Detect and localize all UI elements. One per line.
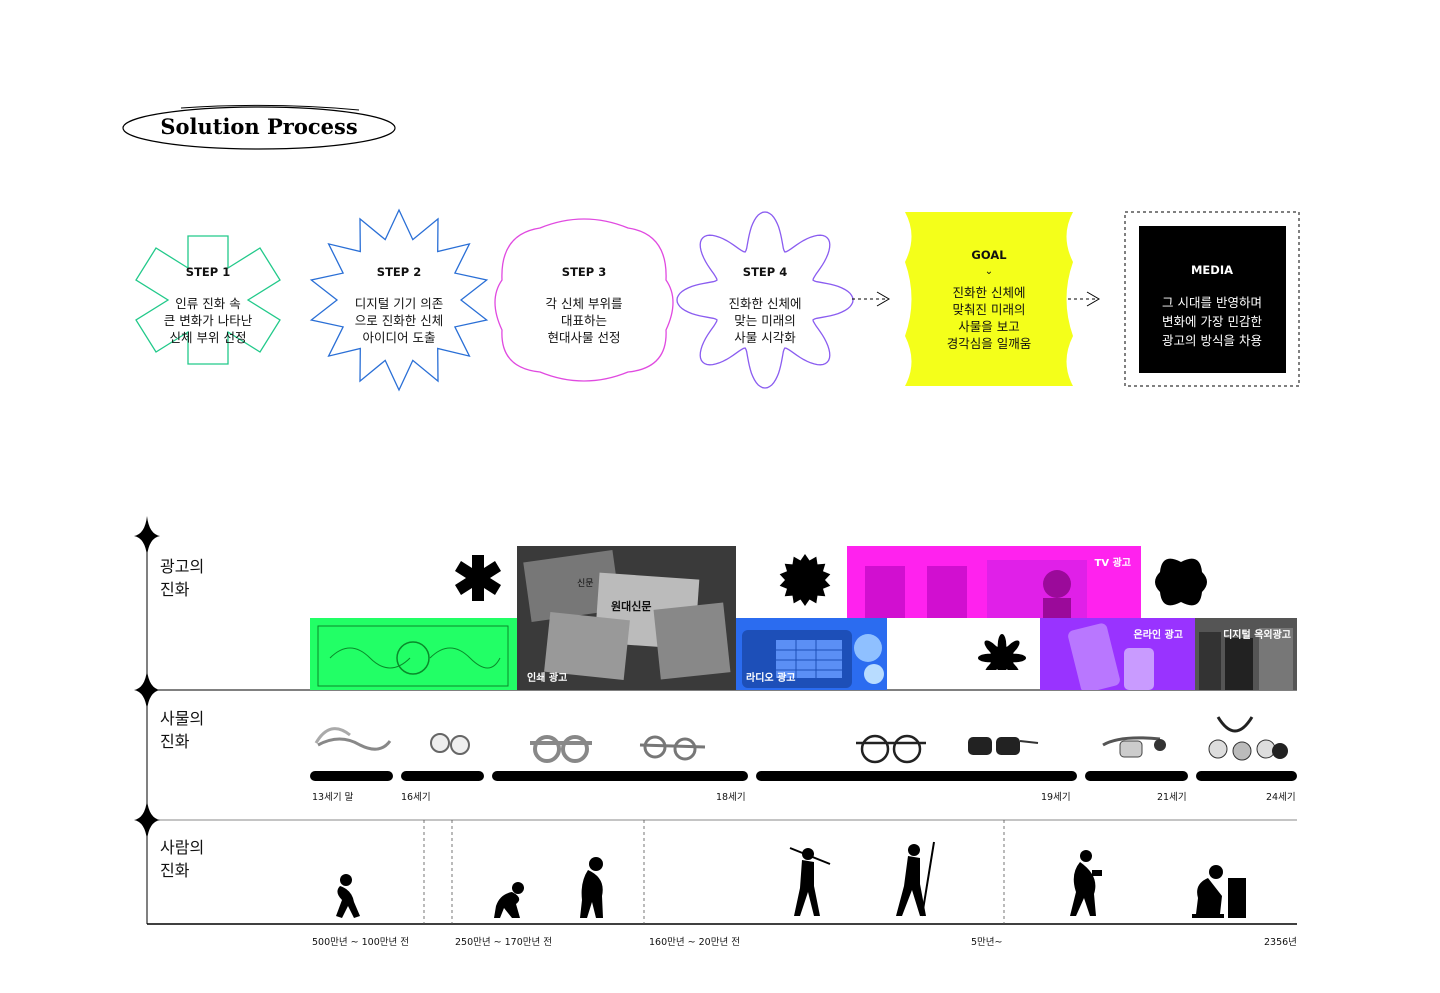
human-silhouettes bbox=[336, 841, 1246, 918]
step-4: STEP 4 진화한 신체에 맞는 미래의 사물 시각화 bbox=[675, 264, 855, 346]
goal-shape bbox=[905, 212, 1073, 386]
headset-icon bbox=[1208, 716, 1288, 761]
row-label-object: 사물의 진화 bbox=[160, 709, 205, 751]
glasses-icon bbox=[314, 727, 392, 751]
step-4-desc: 진화한 신체에 맞는 미래의 사물 시각화 bbox=[728, 296, 802, 345]
step-2-label: STEP 2 bbox=[376, 265, 422, 279]
object-images bbox=[314, 716, 1288, 764]
headline-1: 원대신문 bbox=[611, 599, 651, 613]
title-ellipse bbox=[122, 104, 396, 150]
glasses-icon bbox=[530, 735, 592, 763]
headline-2: 신문 bbox=[577, 578, 594, 589]
object-tick: 16세기 bbox=[401, 792, 431, 803]
step-2: STEP 2 디지털 기기 의존 으로 진화한 신체 아이디어 도출 bbox=[309, 264, 489, 346]
ad-panel-print: 원대신문 신문 인쇄 광고 bbox=[517, 546, 736, 690]
ad-panel-digital-outdoor: 디지털 옥외광고 bbox=[1195, 618, 1297, 690]
title-text: Solution Process bbox=[160, 114, 358, 139]
street-image bbox=[1199, 628, 1293, 690]
radio-image bbox=[742, 630, 884, 688]
object-tick: 24세기 bbox=[1266, 792, 1296, 803]
timeline-bar bbox=[1196, 771, 1297, 781]
step1-shape bbox=[135, 235, 281, 365]
goal-desc: 진화한 신체에 맞춰진 미래의 사물을 보고 경각심을 일깨움 bbox=[946, 285, 1032, 351]
ad-panel-tv: TV 광고 bbox=[847, 546, 1141, 618]
newspaper-image: 원대신문 신문 bbox=[523, 550, 731, 681]
human-tick: 250만년 ~ 170만년 전 bbox=[455, 937, 552, 948]
sunglasses-icon bbox=[968, 737, 1039, 755]
print-ad-label: 인쇄 광고 bbox=[527, 673, 568, 684]
star-burst-icon bbox=[779, 554, 831, 606]
goal: GOAL ⌄ 진화한 신체에 맞춰진 미래의 사물을 보고 경각심을 일깨움 bbox=[899, 247, 1079, 352]
timeline-bar bbox=[1085, 771, 1188, 781]
human-tick: 160만년 ~ 20만년 전 bbox=[649, 937, 740, 948]
human-spear-icon bbox=[896, 841, 935, 917]
ad-panel-green bbox=[310, 618, 517, 690]
timeline-bar bbox=[492, 771, 748, 781]
media: MEDIA 그 시대를 반영하며 변화에 가장 민감한 광고의 방식을 차용 bbox=[1122, 262, 1302, 350]
step-3: STEP 3 각 신체 부위를 대표하는 현대사물 선정 bbox=[494, 264, 674, 346]
media-desc: 그 시대를 반영하며 변화에 가장 민감한 광고의 방식을 차용 bbox=[1162, 295, 1262, 348]
ape-icon bbox=[336, 874, 360, 918]
tv-ad-image bbox=[865, 560, 1087, 618]
step-3-desc: 각 신체 부위를 대표하는 현대사물 선정 bbox=[545, 296, 623, 345]
step-3-label: STEP 3 bbox=[561, 265, 607, 279]
human-walking-icon bbox=[789, 847, 831, 916]
phone-image bbox=[1068, 623, 1154, 690]
glasses-icon bbox=[856, 734, 926, 764]
page-title: Solution Process bbox=[121, 104, 397, 152]
online-ad-label: 온라인 광고 bbox=[1133, 630, 1183, 641]
arrow-icon bbox=[852, 291, 1100, 307]
ad-panel-radio: 라디오 광고 bbox=[736, 618, 887, 690]
asterisk-icon bbox=[455, 555, 501, 601]
step-2-desc: 디지털 기기 의존 으로 진화한 신체 아이디어 도출 bbox=[354, 296, 444, 345]
glasses-icon bbox=[430, 733, 470, 755]
chevron-down-icon: ⌄ bbox=[984, 266, 994, 277]
timeline-bar bbox=[401, 771, 484, 781]
step-4-label: STEP 4 bbox=[742, 265, 788, 279]
media-label: MEDIA bbox=[1190, 263, 1234, 277]
step-1-label: STEP 1 bbox=[185, 265, 231, 279]
ape-icon bbox=[494, 882, 524, 918]
goal-label: GOAL bbox=[971, 248, 1007, 262]
sparkle-icon bbox=[134, 516, 160, 840]
banknote-image bbox=[317, 625, 509, 687]
clover-icon bbox=[1155, 558, 1207, 606]
glasses-icon bbox=[639, 735, 706, 761]
tv-ad-label: TV 광고 bbox=[1094, 558, 1131, 569]
step-1-desc: 인류 진화 속 큰 변화가 나타난 신체 부위 선정 bbox=[163, 296, 253, 345]
ad-decor-shapes bbox=[455, 554, 1207, 670]
row-label-human: 사람의 진화 bbox=[160, 838, 205, 880]
object-tick: 19세기 bbox=[1041, 792, 1071, 803]
step2-shape bbox=[309, 208, 489, 392]
ad-panel-online: 온라인 광고 bbox=[1040, 618, 1195, 690]
timeline-frame bbox=[134, 516, 1297, 925]
object-tick: 13세기 말 bbox=[312, 792, 354, 803]
step3-shape bbox=[494, 218, 674, 382]
human-hunched-icon bbox=[1070, 850, 1102, 916]
timeline-bar bbox=[756, 771, 1077, 781]
smart-glasses-icon bbox=[1102, 736, 1166, 758]
timeline-bar bbox=[310, 771, 393, 781]
process-shapes bbox=[135, 208, 1300, 392]
flower-icon bbox=[978, 634, 1026, 670]
hominid-icon bbox=[580, 857, 603, 918]
human-tick: 2356년 bbox=[1264, 937, 1297, 948]
digital-outdoor-ad-label: 디지털 옥외광고 bbox=[1223, 630, 1291, 641]
human-desk-icon bbox=[1192, 865, 1246, 918]
human-tick: 500만년 ~ 100만년 전 bbox=[312, 937, 409, 948]
object-tick: 21세기 bbox=[1157, 792, 1187, 803]
object-tick: 18세기 bbox=[716, 792, 746, 803]
human-tick: 5만년~ bbox=[971, 937, 1003, 948]
step-1: STEP 1 인류 진화 속 큰 변화가 나타난 신체 부위 선정 bbox=[118, 264, 298, 346]
row-label-ad: 광고의 진화 bbox=[160, 557, 205, 599]
step4-shape bbox=[676, 211, 854, 389]
radio-ad-label: 라디오 광고 bbox=[746, 673, 796, 684]
